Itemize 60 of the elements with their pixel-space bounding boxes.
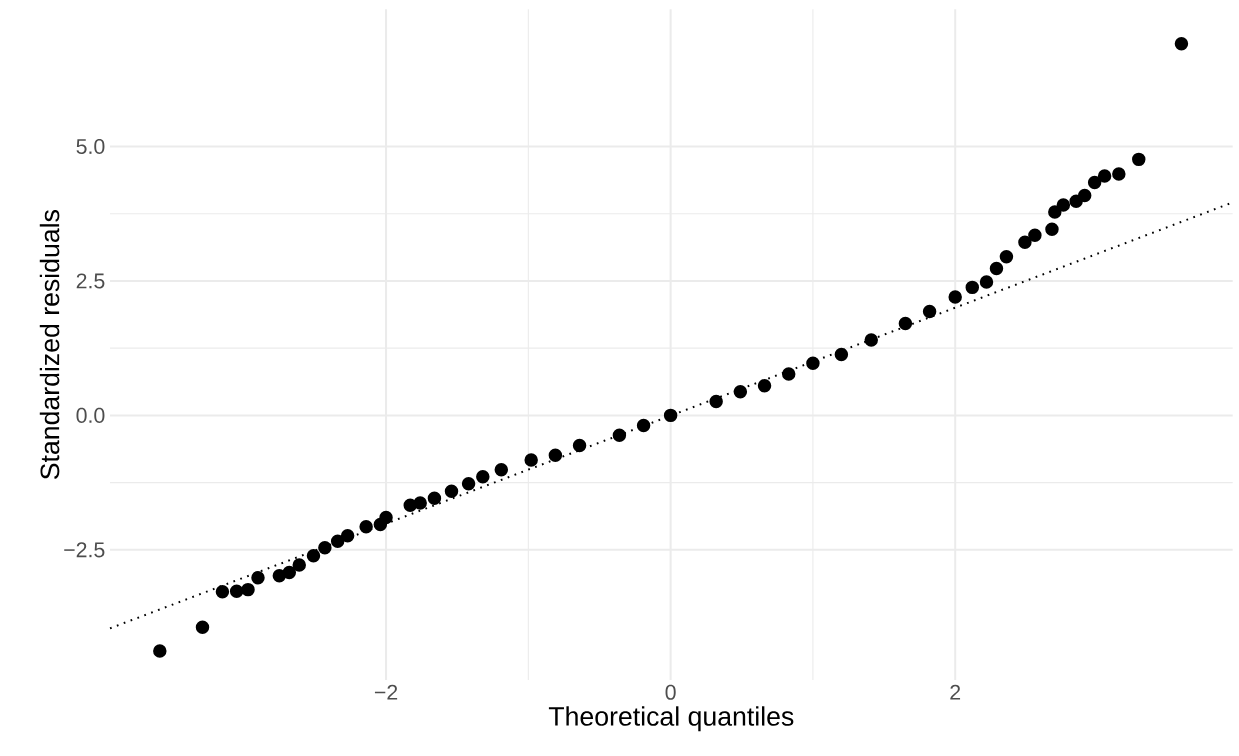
point xyxy=(413,496,427,510)
point xyxy=(229,584,244,598)
point xyxy=(922,304,937,319)
point xyxy=(318,540,332,555)
point xyxy=(806,356,820,370)
point xyxy=(524,453,538,467)
y-tick-label: −2.5 xyxy=(64,542,105,558)
x-tick-label: −2 xyxy=(374,684,398,700)
point xyxy=(153,644,167,658)
point xyxy=(1056,198,1071,212)
point xyxy=(330,534,345,548)
point xyxy=(215,585,230,599)
point xyxy=(444,484,459,498)
point xyxy=(1048,205,1062,219)
x-tick-label: 2 xyxy=(950,684,961,700)
point xyxy=(757,379,772,393)
point xyxy=(733,384,748,399)
y-tick-label: 5.0 xyxy=(76,138,105,155)
x-tick-label: 0 xyxy=(665,684,676,700)
point xyxy=(965,280,980,295)
point xyxy=(340,529,355,543)
point xyxy=(1174,37,1189,51)
point xyxy=(476,469,490,484)
y-tick-label: 2.5 xyxy=(76,273,105,289)
point xyxy=(461,476,476,491)
point xyxy=(292,558,306,572)
point xyxy=(636,418,651,433)
point xyxy=(282,565,297,580)
point xyxy=(1112,167,1126,181)
point xyxy=(494,462,509,477)
point xyxy=(1077,188,1092,203)
point xyxy=(251,571,265,585)
point xyxy=(979,275,994,289)
x-axis-title: Theoretical quantiles xyxy=(548,706,794,732)
point xyxy=(999,249,1014,264)
point xyxy=(948,290,962,304)
point xyxy=(709,394,723,409)
point xyxy=(989,261,1004,276)
point xyxy=(1045,222,1059,237)
point xyxy=(1132,152,1146,167)
point xyxy=(663,408,678,423)
point xyxy=(781,367,796,381)
point xyxy=(195,620,210,635)
point xyxy=(548,448,563,462)
point xyxy=(572,438,587,453)
y-tick-label: 0.0 xyxy=(76,407,105,423)
point xyxy=(834,347,849,362)
point xyxy=(241,582,255,597)
point xyxy=(1028,228,1042,242)
point xyxy=(379,510,393,525)
y-axis-title: Standardized residuals xyxy=(39,210,60,480)
point xyxy=(612,428,627,443)
point xyxy=(306,549,321,563)
point xyxy=(898,316,913,331)
point xyxy=(864,333,878,347)
point xyxy=(1097,169,1112,183)
point xyxy=(427,491,442,505)
point xyxy=(1087,175,1102,190)
point xyxy=(1018,235,1032,249)
point xyxy=(359,519,373,534)
